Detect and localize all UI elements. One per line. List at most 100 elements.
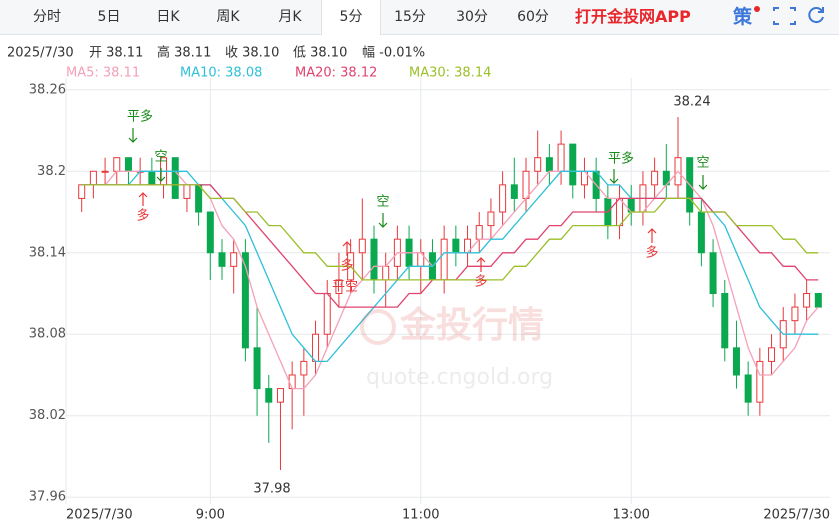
legend-item: MA30: 38.14: [409, 66, 491, 81]
candle-body: [697, 211, 705, 254]
arrow: [647, 228, 657, 243]
candle-body: [440, 238, 448, 281]
candle-body: [768, 347, 776, 362]
tab[interactable]: 5分: [321, 0, 381, 35]
signal: 多: [474, 274, 487, 290]
candle-body: [475, 225, 483, 240]
y-tick-label: 38.08: [29, 327, 66, 342]
tab[interactable]: 月K: [278, 9, 302, 25]
candle-body: [452, 238, 460, 254]
candle-body: [721, 293, 729, 349]
candle-body: [171, 157, 179, 199]
tab[interactable]: 分时: [33, 9, 61, 25]
y-tick-label: 38.14: [29, 245, 66, 260]
strategy-icon[interactable]: 策: [733, 6, 753, 28]
candle-body: [569, 143, 577, 186]
candle-body: [89, 170, 97, 186]
tab[interactable]: 5日: [97, 9, 121, 25]
y-tick-label: 38.02: [29, 408, 66, 423]
candle-body: [534, 157, 542, 172]
info-item: 高 38.11: [157, 45, 211, 61]
tab[interactable]: 周K: [216, 9, 240, 25]
watermark-title: 金投行情: [399, 304, 544, 346]
arrow: [156, 168, 166, 182]
candle-body: [323, 293, 331, 335]
arrow: [138, 192, 148, 206]
tab[interactable]: 15分: [394, 9, 426, 25]
arrow: [698, 175, 708, 190]
candle-body: [241, 252, 249, 349]
candle-body: [510, 184, 518, 199]
y-tick-label: 37.96: [29, 490, 66, 505]
signal: 多: [645, 245, 658, 261]
info-item: 幅 -0.01%: [362, 46, 425, 61]
candle-body: [358, 238, 366, 254]
candle-body: [499, 184, 507, 213]
signal: 平空: [332, 280, 358, 295]
candle-body: [312, 333, 320, 362]
tab[interactable]: 30分: [456, 9, 488, 25]
legend-item: MA20: 38.12: [295, 66, 377, 81]
candle-body: [487, 211, 495, 227]
watermark-url: quote.cngold.org: [366, 365, 553, 390]
arrow: [128, 128, 138, 143]
x-tick-label: 2025/7/30: [66, 508, 133, 523]
candle-body: [206, 211, 214, 254]
candle-body: [744, 374, 752, 403]
signal: 多: [340, 258, 353, 274]
legend-item: MA10: 38.08: [180, 66, 262, 81]
fullscreen-icon: [773, 7, 796, 25]
candle-body: [195, 184, 203, 213]
info-item: 低 38.10: [293, 46, 347, 61]
watermark-logo: [360, 309, 396, 345]
y-tick-label: 38.26: [29, 82, 66, 97]
candle-body: [124, 157, 132, 172]
ma-line: [81, 184, 819, 308]
candle-body: [709, 252, 717, 295]
candle-body: [288, 374, 296, 390]
candle-body: [230, 252, 238, 267]
candle-body: [300, 360, 308, 376]
candle-body: [113, 157, 121, 172]
y-tick-label: 38.2: [37, 164, 66, 179]
watermark: 金投行情 quote.cngold.org: [360, 304, 553, 390]
signal: 多: [136, 208, 149, 224]
candle-body: [218, 252, 226, 267]
candle-body: [78, 184, 86, 199]
candle-body: [791, 306, 799, 322]
tab-bar: 打开金投网APP 策 分时 5日 日K 周K 月K 5分 15分 30分 60分: [0, 0, 839, 35]
signal: 空: [376, 195, 389, 210]
badge: [754, 6, 760, 12]
info-item: 开 38.11: [89, 46, 143, 61]
signals: 平多 空 多 空 多 平空 多 平多 多 空: [127, 109, 710, 295]
candle-body: [253, 347, 261, 390]
info-item: 收 38.10: [225, 46, 279, 61]
candle-body: [370, 238, 378, 281]
legend-item: MA5: 38.11: [66, 66, 140, 81]
tab[interactable]: 60分: [517, 9, 549, 25]
refresh-icon: [808, 7, 824, 24]
signal: 平多: [608, 151, 634, 167]
arrow: [378, 213, 388, 228]
promo-link[interactable]: 打开金投网APP: [575, 7, 691, 26]
info-item: 2025/7/30: [7, 46, 74, 61]
tab[interactable]: 日K: [156, 9, 180, 25]
x-tick-label: 11:00: [402, 508, 439, 523]
signal: 平多: [127, 109, 153, 125]
candle-body: [557, 143, 565, 172]
signal: 空: [696, 156, 709, 171]
candle-body: [545, 157, 553, 172]
arrow: [476, 257, 486, 272]
signal: 空: [154, 150, 167, 165]
arrow: [609, 169, 619, 184]
low-label: 37.98: [253, 482, 290, 497]
candle-body: [148, 170, 156, 186]
x-tick-label: 13:00: [612, 508, 649, 523]
candle-body: [522, 170, 530, 199]
candle-body: [732, 347, 740, 376]
candle-body: [276, 388, 284, 403]
x-tick-label: 9:00: [196, 508, 225, 523]
candle-body: [101, 170, 109, 173]
